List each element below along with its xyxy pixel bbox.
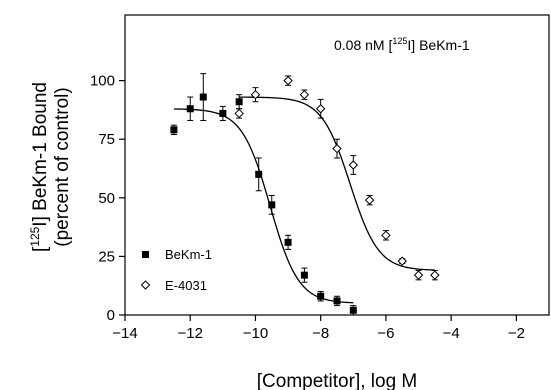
data-point-e4031 (234, 108, 244, 119)
data-point-bekm1 (235, 98, 243, 106)
y-tick-label: 75 (98, 131, 115, 148)
axes-ticks: −14 −12 −10 −8 −6 −4 −2 0 25 50 75 100 (90, 73, 525, 342)
data-point-e4031 (299, 89, 310, 100)
data-point-bekm1 (170, 126, 178, 134)
y-tick-label: 25 (98, 248, 115, 265)
fit-curve-series-1 (239, 96, 435, 271)
x-axis-title: [Competitor], log M (257, 371, 418, 390)
x-tick-label: −4 (443, 325, 460, 342)
legend: BeKm-1 E-4031 (140, 247, 212, 293)
data-point-e4031 (413, 270, 424, 280)
data-point-bekm1 (186, 105, 194, 113)
y-tick-label: 0 (107, 307, 115, 324)
legend-marker-bekm1 (142, 251, 149, 258)
svg-text:(percent of control): (percent of control) (52, 87, 73, 246)
data-point-bekm1 (284, 238, 292, 246)
x-tick-label: −12 (178, 325, 203, 342)
legend-marker-e4031 (140, 280, 151, 290)
x-tick-label: −6 (377, 325, 394, 342)
y-tick-label: 100 (90, 73, 115, 90)
data-point-bekm1 (268, 201, 276, 209)
data-point-bekm1 (199, 93, 207, 101)
fit-curve-series-0 (173, 108, 354, 304)
data-point-bekm1 (349, 306, 357, 314)
x-tick-label: −8 (312, 325, 329, 342)
data-point-e4031 (364, 195, 375, 205)
annotation: 0.08 nM [125I] BeKm-1 (334, 36, 470, 53)
data-point-e4031 (381, 230, 391, 241)
data-point-e4031 (348, 160, 359, 170)
data-point-e4031 (283, 75, 293, 86)
error-bars (170, 73, 438, 316)
x-tick-label: −10 (243, 325, 268, 342)
data-markers (170, 75, 440, 314)
data-point-e4031 (332, 143, 342, 154)
data-point-e4031 (315, 104, 326, 114)
data-point-bekm1 (317, 292, 325, 300)
svg-text:[125I] BeKm-1 Bound: [125I] BeKm-1 Bound (28, 82, 51, 252)
data-point-bekm1 (300, 271, 308, 279)
data-point-bekm1 (255, 170, 263, 178)
plot-frame (124, 14, 550, 316)
data-point-bekm1 (333, 297, 341, 305)
data-point-e4031 (430, 270, 440, 280)
y-tick-label: 50 (98, 190, 115, 207)
data-point-e4031 (250, 89, 261, 100)
legend-label-bekm1: BeKm-1 (165, 247, 212, 262)
x-tick-label: −14 (112, 325, 137, 342)
data-point-bekm1 (219, 109, 227, 117)
x-tick-label: −2 (508, 325, 525, 342)
y-axis-title: [125I] BeKm-1 Bound (percent of control) (28, 82, 73, 252)
legend-label-e4031: E-4031 (165, 278, 207, 293)
data-point-e4031 (397, 256, 407, 266)
